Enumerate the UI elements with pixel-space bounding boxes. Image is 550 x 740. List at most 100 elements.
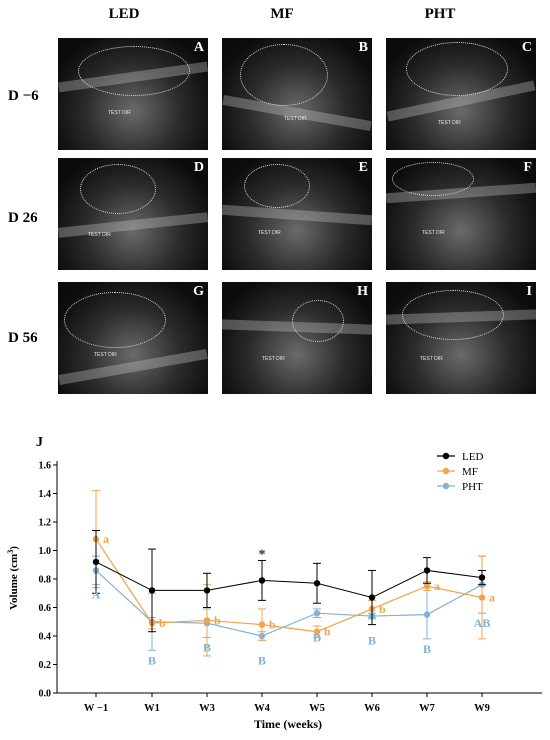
significance-letter-pht: B [313,630,321,644]
series-line [95,570,483,637]
significance-letter-mf: a [103,532,109,546]
panel-letter: E [358,160,368,175]
x-tick-label: W4 [254,703,271,714]
panel-letter-j: J [36,435,43,450]
data-point [313,628,321,635]
series-mf [92,490,486,657]
y-tick-label: 0.4 [39,632,52,643]
data-point [258,577,266,584]
panel-letter: H [357,284,368,299]
significance-star: * [259,547,266,562]
x-tick-label: W3 [199,703,215,714]
panel-letter: D [193,160,204,175]
panel-caption: TEST DIR [438,120,461,126]
y-tick-label: 1.0 [39,546,52,557]
x-tick-label: W7 [419,703,435,714]
x-axis-label: Time (weeks) [254,717,322,731]
x-tick-label: W9 [474,703,490,714]
row-label-day-56: D 56 [8,330,38,346]
ultrasound-panel-a: A TEST DIR [58,38,208,150]
panel-caption: TEST DIR [258,230,281,236]
column-header-mf: MF [270,6,294,22]
ultrasound-panel-f: F TEST DIR [386,158,536,270]
y-tick-label: 1.2 [39,518,52,529]
row-label-day-minus-6: D −6 [8,88,39,104]
panel-caption: TEST DIR [422,230,445,236]
significance-letter-pht: B [258,653,266,667]
x-tick-label: W5 [309,703,325,714]
panel-letter: B [358,40,368,55]
legend-label: LED [462,451,483,463]
ultrasound-panel-g: G TEST DIR [58,282,208,394]
legend-label: PHT [462,481,483,493]
column-header-pht: PHT [424,6,456,22]
ultrasound-panel-c: C TEST DIR [386,38,536,150]
significance-letter-pht: B [423,642,431,656]
legend-marker [442,467,450,475]
data-point [258,621,266,628]
significance-letter-mf: b [379,602,386,616]
ultrasound-panel-i: I TEST DIR [386,282,536,394]
legend-marker [442,452,450,460]
significance-letter-pht: B [148,653,156,667]
panel-letter: I [526,284,532,299]
series-line [95,538,483,633]
y-axis-label: Volume (cm3) [6,546,21,610]
significance-letter-pht: B [203,640,211,654]
panel-caption: TEST DIR [108,110,131,116]
panel-letter: A [193,40,204,55]
significance-letter-pht: B [368,633,376,647]
significance-letter-pht: A [92,588,101,602]
data-point [478,594,486,601]
significance-letter-mf: b [269,618,276,632]
data-point [313,610,321,617]
panel-caption: TEST DIR [88,232,111,238]
series-led [92,530,486,633]
legend-item-pht: PHT [437,481,483,493]
y-tick-label: 1.4 [39,489,52,500]
panel-caption: TEST DIR [94,352,117,358]
ultrasound-panel-e: E TEST DIR [222,158,372,270]
panel-letter: C [521,40,532,55]
panel-letter: G [193,284,204,299]
data-point [203,587,211,594]
panel-caption: TEST DIR [420,356,443,362]
x-tick-label: W1 [144,703,160,714]
data-point [478,574,486,581]
legend-item-mf: MF [437,466,478,478]
panel-letter: F [523,160,532,175]
data-point [203,617,211,624]
y-tick-label: 0.2 [39,660,52,671]
panel-caption: TEST DIR [284,116,307,122]
data-point [423,567,431,574]
significance-letter-mf: b [324,625,331,639]
significance-letter-mf: a [434,579,440,593]
significance-letter-mf: b [214,613,221,627]
legend-label: MF [462,466,478,478]
panel-caption: TEST DIR [262,356,285,362]
data-point [148,587,156,594]
significance-letter-pht: AB [474,616,491,630]
ultrasound-panel-d: D TEST DIR [58,158,208,270]
y-tick-label: 0.8 [39,575,52,586]
volume-line-chart: J 0.0 0.2 0.4 0.6 0.8 1.0 1.2 1.4 1.6 W −1 W1 W3 W4 W… [6,435,542,731]
x-tick-label: W −1 [84,703,108,714]
data-point [92,558,100,566]
data-point [368,594,376,601]
significance-letter-mf: b [159,616,166,630]
y-tick-label: 1.6 [39,461,52,472]
legend-marker [442,482,450,490]
row-label-day-26: D 26 [8,210,38,226]
y-tick-label: 0.0 [39,689,52,700]
x-tick-label: W6 [364,703,380,714]
data-point [313,580,321,587]
legend-item-led: LED [437,451,483,463]
series-line [95,561,483,599]
data-point [423,611,431,618]
significance-letter-mf: a [489,591,495,605]
data-point [423,582,431,590]
ultrasound-panel-h: H TEST DIR [222,282,372,394]
ultrasound-panel-b: B TEST DIR [222,38,372,150]
column-header-led: LED [108,6,140,22]
